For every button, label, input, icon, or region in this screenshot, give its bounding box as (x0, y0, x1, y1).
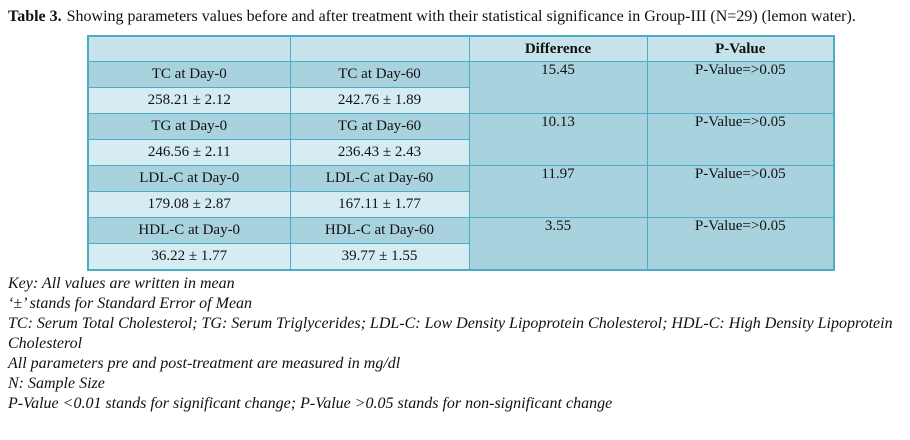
param-value-row: 258.21 ± 2.12 242.76 ± 1.89 (87, 87, 834, 114)
pre-label-cell: HDL-C at Day-0 (87, 217, 291, 244)
table-caption: Table 3. Showing parameters values before… (8, 7, 904, 26)
header-cell-pvalue: P-Value (646, 35, 835, 62)
key-note-line: All parameters pre and post-treatment ar… (8, 355, 401, 372)
header-cell-pre (87, 35, 291, 62)
post-value-cell: 236.43 ± 2.43 (289, 139, 470, 166)
difference-cell: 10.13 (468, 113, 648, 166)
pre-label-cell: TC at Day-0 (87, 61, 291, 88)
param-label-row: HDL-C at Day-0 HDL-C at Day-60 3.55 P-Va… (87, 217, 835, 271)
key-note-line: ‘±’ stands for Standard Error of Mean (8, 295, 253, 312)
post-label-cell: LDL-C at Day-60 (289, 165, 470, 192)
post-label-cell: HDL-C at Day-60 (289, 217, 470, 244)
post-value-cell: 242.76 ± 1.89 (289, 87, 470, 114)
table-key-notes: Key: All values are written in mean ‘±’ … (8, 274, 908, 414)
post-value-cell: 167.11 ± 1.77 (289, 191, 470, 218)
pre-value-cell: 179.08 ± 2.87 (87, 191, 291, 218)
key-note-line: Key: All values are written in mean (8, 275, 235, 292)
results-table: Difference P-Value TC at Day-0 TC at Day… (87, 35, 835, 271)
post-label-cell: TG at Day-60 (289, 113, 470, 140)
param-label-row: TC at Day-0 TC at Day-60 15.45 P-Value=>… (87, 61, 835, 114)
pre-value-cell: 258.21 ± 2.12 (87, 87, 291, 114)
pre-label-cell: LDL-C at Day-0 (87, 165, 291, 192)
pvalue-cell: P-Value=>0.05 (646, 61, 835, 114)
header-cell-difference: Difference (468, 35, 648, 62)
pvalue-cell: P-Value=>0.05 (646, 165, 835, 218)
param-label-row: TG at Day-0 TG at Day-60 10.13 P-Value=>… (87, 113, 835, 166)
header-cell-post (289, 35, 470, 62)
table-caption-number: Table 3. (8, 8, 62, 25)
pvalue-cell: P-Value=>0.05 (646, 113, 835, 166)
difference-cell: 11.97 (468, 165, 648, 218)
post-label-cell: TC at Day-60 (289, 61, 470, 88)
pre-value-cell: 246.56 ± 2.11 (87, 139, 291, 166)
param-value-row: 36.22 ± 1.77 39.77 ± 1.55 (87, 243, 834, 271)
param-label-row: LDL-C at Day-0 LDL-C at Day-60 11.97 P-V… (87, 165, 835, 218)
key-note-line: N: Sample Size (8, 375, 105, 392)
difference-cell: 15.45 (468, 61, 648, 114)
table-caption-text: Showing parameters values before and aft… (66, 8, 856, 25)
difference-cell: 3.55 (468, 217, 648, 271)
key-note-line: TC: Serum Total Cholesterol; TG: Serum T… (8, 315, 893, 352)
pvalue-cell: P-Value=>0.05 (646, 217, 835, 271)
pre-value-cell: 36.22 ± 1.77 (87, 243, 291, 271)
post-value-cell: 39.77 ± 1.55 (289, 243, 470, 271)
key-note-line: P-Value <0.01 stands for significant cha… (8, 395, 613, 412)
table-container: Difference P-Value TC at Day-0 TC at Day… (87, 35, 902, 271)
header-row: Difference P-Value (87, 35, 835, 62)
param-value-row: 179.08 ± 2.87 167.11 ± 1.77 (87, 191, 834, 218)
pre-label-cell: TG at Day-0 (87, 113, 291, 140)
